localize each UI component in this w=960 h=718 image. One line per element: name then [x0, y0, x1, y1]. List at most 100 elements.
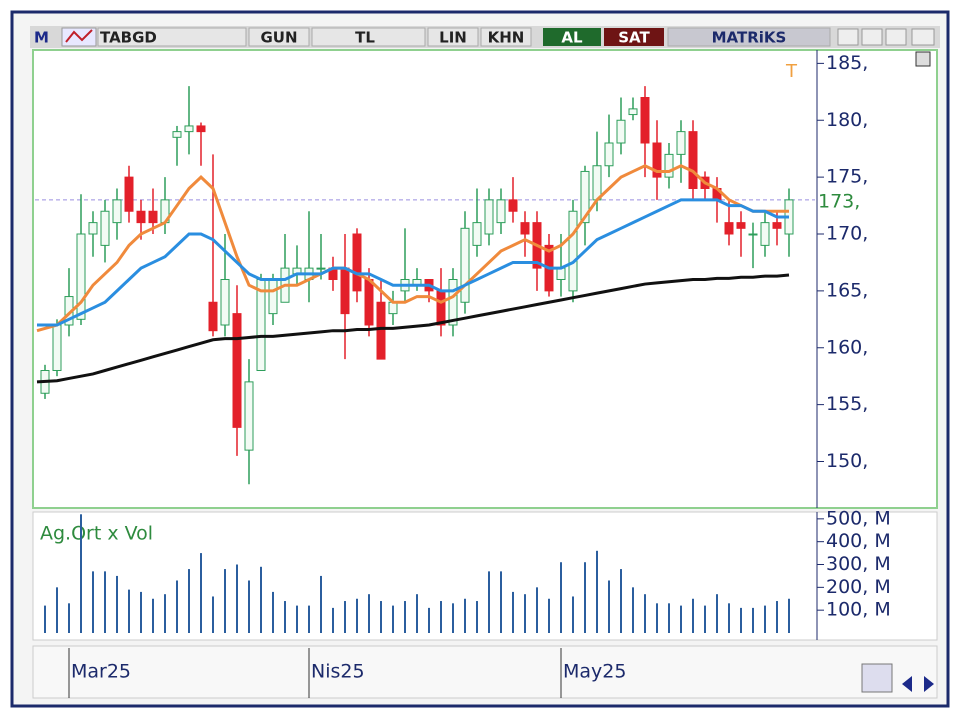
- candle-body: [472, 222, 482, 246]
- volume-bar: [368, 594, 370, 633]
- volume-bar: [752, 607, 754, 633]
- volume-bar: [572, 596, 574, 633]
- candle-body: [244, 381, 254, 451]
- volume-bar: [764, 605, 766, 633]
- candle-body: [484, 199, 494, 235]
- volume-bar: [548, 598, 550, 633]
- sell-button[interactable]: [604, 28, 664, 46]
- candle-body: [232, 313, 242, 428]
- candle-body: [172, 131, 182, 138]
- candle-body: [460, 227, 470, 303]
- volume-bar: [56, 587, 58, 633]
- candle-body: [664, 153, 674, 178]
- candle-body: [448, 279, 458, 326]
- volume-bar: [512, 591, 514, 633]
- candle-body: [76, 233, 86, 320]
- volume-bar: [92, 571, 94, 633]
- menu-button[interactable]: [837, 28, 859, 46]
- candle-body: [628, 108, 638, 116]
- volume-bar: [644, 594, 646, 633]
- volume-bar: [500, 571, 502, 633]
- scroll-left[interactable]: [902, 676, 912, 692]
- x-tick-label: Mar25: [71, 661, 131, 683]
- buy-button[interactable]: [543, 28, 601, 46]
- volume-bar: [692, 598, 694, 633]
- x-tick-label: Nis25: [311, 661, 365, 683]
- volume-bar: [440, 601, 442, 633]
- candle-body: [736, 222, 746, 229]
- candle-body: [340, 267, 350, 315]
- candle-body: [376, 301, 386, 360]
- volume-bar: [524, 594, 526, 633]
- y-tick-label: 160,: [826, 336, 868, 358]
- maximize-button[interactable]: [885, 28, 907, 46]
- volume-bar: [188, 569, 190, 633]
- volume-bar: [104, 571, 106, 633]
- sell[interactable]: SAT: [618, 29, 650, 47]
- moving-average: [36, 164, 789, 333]
- volume-bar: [164, 594, 166, 633]
- volume-bar: [404, 601, 406, 633]
- volume-bar: [680, 605, 682, 633]
- candle-body: [508, 199, 518, 212]
- volume-bar: [176, 580, 178, 633]
- symbol-icon-graph: [65, 29, 93, 43]
- volume-bar: [152, 598, 154, 633]
- candle-body: [640, 97, 650, 144]
- currency[interactable]: TL: [355, 29, 375, 47]
- candle-body: [676, 131, 686, 155]
- volume-bar: [332, 607, 334, 633]
- candle-body: [436, 290, 446, 326]
- price-panel: [32, 49, 938, 509]
- close-button[interactable]: [911, 28, 935, 46]
- period-cell[interactable]: [248, 27, 310, 47]
- minimize-button[interactable]: [861, 28, 883, 46]
- scroll-right[interactable]: [924, 676, 934, 692]
- y-tick-label: 170,: [826, 223, 868, 245]
- volume-bar: [620, 569, 622, 633]
- y-tick-label: 500, M: [826, 507, 891, 529]
- volume-bar: [320, 575, 322, 633]
- candle-body: [748, 233, 758, 236]
- volume-bar: [704, 605, 706, 633]
- x-tick-label: May25: [563, 661, 626, 683]
- candle-body: [568, 210, 578, 292]
- mode-cell[interactable]: [480, 27, 532, 47]
- currency-cell[interactable]: [311, 27, 426, 47]
- symbol[interactable]: TABGD: [100, 29, 157, 47]
- mode[interactable]: KHN: [488, 29, 525, 47]
- scale-cell[interactable]: [427, 27, 479, 47]
- y-tick-label: 200, M: [826, 576, 891, 598]
- volume-bar: [632, 587, 634, 633]
- volume-bar: [788, 598, 790, 633]
- volume-bar: [776, 601, 778, 633]
- symbol-cell[interactable]: [97, 27, 247, 47]
- candle-body: [604, 142, 614, 167]
- volume-bar: [488, 571, 490, 633]
- candle-body: [724, 222, 734, 235]
- candle-body: [496, 199, 506, 224]
- refresh-button[interactable]: [861, 663, 893, 693]
- y-tick-label: 150,: [826, 450, 868, 472]
- volume-bar: [356, 598, 358, 633]
- candle-body: [148, 210, 158, 224]
- volume-bar: [284, 601, 286, 633]
- y-tick-label: 155,: [826, 393, 868, 415]
- volume-bar: [128, 589, 130, 633]
- volume-bar: [740, 607, 742, 633]
- candle-body: [352, 233, 362, 292]
- volume-title: Ag.Ort x Vol: [40, 523, 153, 545]
- volume-bar: [668, 603, 670, 633]
- candle-body: [364, 279, 374, 326]
- volume-bar: [140, 591, 142, 633]
- candle-body: [220, 279, 230, 326]
- volume-bar: [416, 594, 418, 633]
- scale[interactable]: LIN: [439, 29, 467, 47]
- volume-bar: [80, 514, 82, 633]
- candle-body: [52, 324, 62, 371]
- volume-bar: [608, 580, 610, 633]
- candle-body: [592, 165, 602, 201]
- buy[interactable]: AL: [561, 29, 583, 47]
- period[interactable]: GUN: [260, 29, 297, 47]
- panel-button[interactable]: [915, 51, 931, 67]
